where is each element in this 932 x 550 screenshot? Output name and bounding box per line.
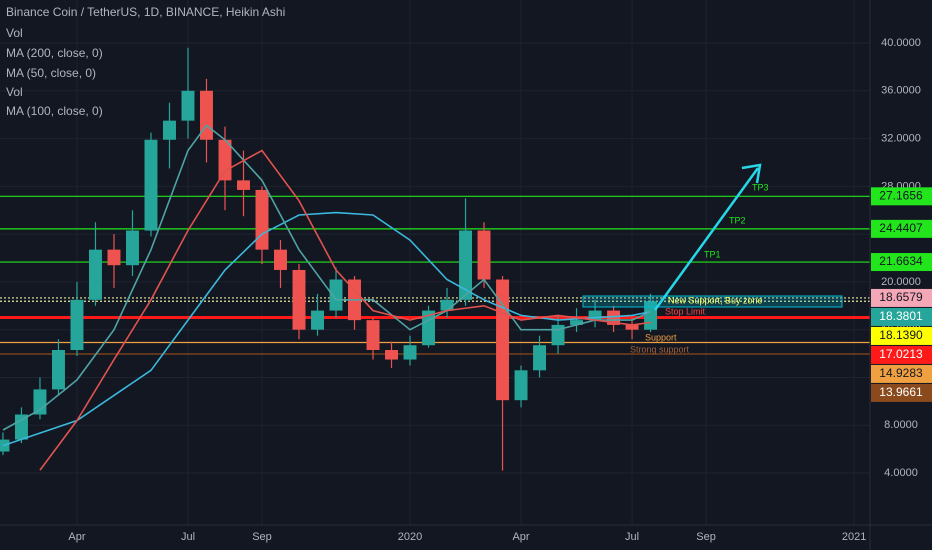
legend: Binance Coin / TetherUS, 1D, BINANCE, He… <box>6 5 285 118</box>
candle-body <box>33 389 47 415</box>
x-tick-label: Jul <box>625 531 639 543</box>
drawings: TP3 TP2 TP1 New Support, Buy zone Stop L… <box>582 163 843 354</box>
price-label-bg <box>871 326 932 345</box>
candle-body <box>570 320 584 325</box>
candle-body <box>237 180 250 190</box>
annotation: New Support, Buy zone <box>668 295 763 305</box>
candle-body <box>514 370 528 401</box>
y-tick-label: 36.0000 <box>881 85 921 97</box>
candle-body <box>440 299 454 311</box>
buy-zone-box <box>582 295 843 308</box>
ma-line <box>39 149 651 471</box>
candle-body <box>88 249 102 300</box>
ma-line <box>2 124 651 431</box>
candle-body <box>107 249 121 266</box>
candle-body <box>70 299 84 350</box>
y-tick-label: 8.0000 <box>884 419 918 431</box>
x-tick-label: Sep <box>252 531 272 543</box>
candle-body <box>163 120 176 140</box>
y-tick-label: 20.0000 <box>881 276 921 288</box>
candle-body <box>51 350 65 390</box>
candle-body <box>144 139 158 231</box>
price-label: 14.9283 <box>879 366 923 380</box>
candle-body <box>385 350 398 360</box>
chart-title: Binance Coin / TetherUS, 1D, BINANCE, He… <box>6 5 285 19</box>
price-label-bg <box>871 383 932 402</box>
x-tick-label: Jul <box>181 531 195 543</box>
candle-body <box>477 230 491 280</box>
candles <box>0 47 658 471</box>
candle-body <box>255 189 269 250</box>
candle-body <box>533 345 547 371</box>
annotation: TP1 <box>704 249 721 259</box>
annotation: Strong support <box>630 344 690 354</box>
candle-body <box>218 139 232 181</box>
legend-item: Vol <box>6 85 23 99</box>
candle-body <box>292 269 306 330</box>
x-tick-label: 2020 <box>398 531 422 543</box>
y-tick-label: 4.0000 <box>884 467 918 479</box>
target-arrow-head <box>741 163 762 184</box>
legend-item: MA (50, close, 0) <box>6 66 96 80</box>
price-label-bg <box>871 253 932 272</box>
candle-body <box>311 310 324 330</box>
price-label-bg <box>871 307 932 326</box>
x-tick-label: Sep <box>696 531 716 543</box>
annotation: TP2 <box>729 215 746 225</box>
candle-body <box>403 345 417 360</box>
legend-item: MA (200, close, 0) <box>6 46 103 60</box>
price-label-bg <box>871 288 932 307</box>
candle-body <box>329 279 343 311</box>
price-label: 17.0213 <box>879 347 923 361</box>
annotation: Stop Limit <box>665 306 706 316</box>
moving-averages <box>2 124 651 471</box>
price-axis <box>870 0 932 550</box>
axes: 4.00008.000012.000016.000020.000024.0000… <box>68 37 932 543</box>
legend-item: MA (100, close, 0) <box>6 104 103 118</box>
price-label: 27.1656 <box>879 188 923 202</box>
candle-body <box>181 90 195 121</box>
price-label-bg <box>871 219 932 238</box>
annotation: Support <box>645 332 677 342</box>
legend-item: Vol <box>6 26 23 40</box>
price-label: 24.4407 <box>879 221 923 235</box>
y-tick-label: 32.0000 <box>881 132 921 144</box>
y-tick-label: 40.0000 <box>881 37 921 49</box>
candle-body <box>366 320 380 350</box>
price-label: 18.1390 <box>879 328 923 342</box>
candle-body <box>274 249 287 270</box>
price-label-bg <box>871 364 932 383</box>
x-tick-label: 2021 <box>842 531 866 543</box>
candle-body <box>459 230 473 300</box>
price-label-bg <box>871 345 932 364</box>
price-label: 13.9661 <box>879 385 923 399</box>
annotation: TP3 <box>752 182 769 192</box>
candle-body <box>588 310 602 321</box>
x-tick-label: Apr <box>512 531 529 543</box>
target-arrow <box>653 167 760 311</box>
price-label: 21.6634 <box>879 254 923 268</box>
ma-line <box>2 211 651 447</box>
price-label: 18.3801 <box>879 309 923 323</box>
x-tick-label: Apr <box>68 531 85 543</box>
candle-body <box>625 324 639 330</box>
candle-body <box>126 230 139 266</box>
price-label: 18.6579 <box>879 290 923 304</box>
price-label-bg <box>871 187 932 206</box>
